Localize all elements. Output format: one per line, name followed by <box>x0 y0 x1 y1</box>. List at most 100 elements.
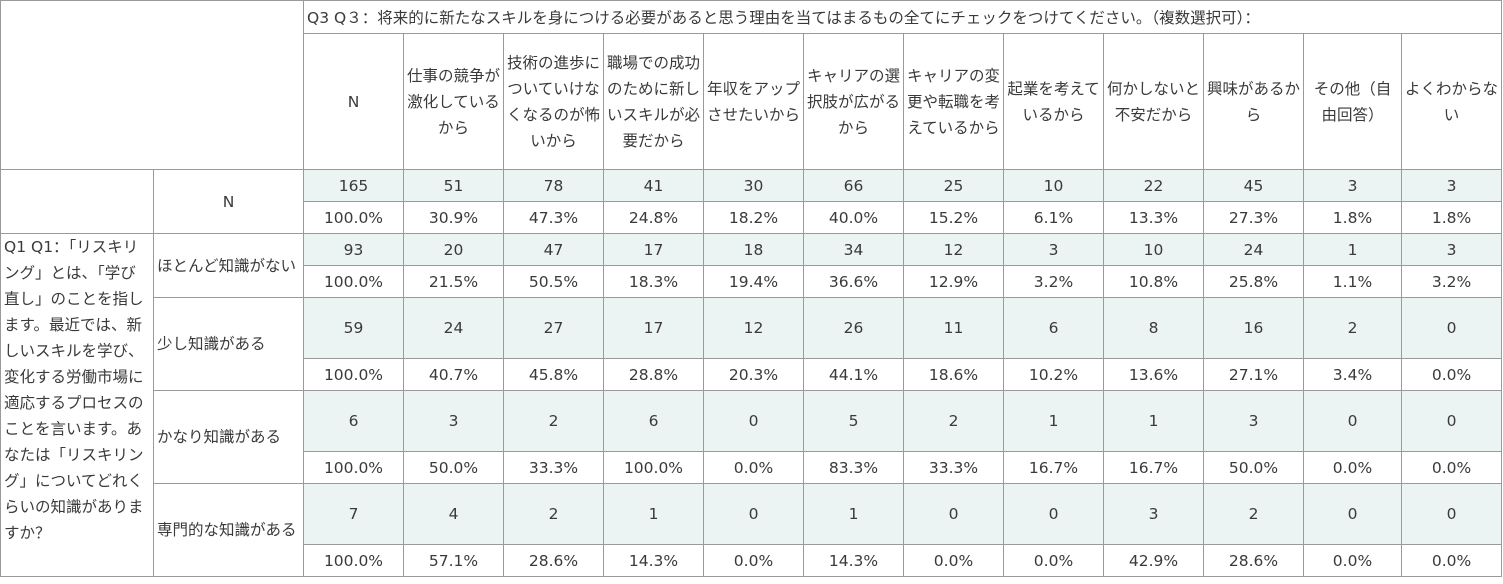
count-row: 少し知識がある 59 24 27 17 12 26 11 6 8 16 2 0 <box>1 297 1503 391</box>
count-cell: 2 <box>903 390 1004 452</box>
count-cell: 0 <box>1003 483 1104 545</box>
column-header: 仕事の競争が激化しているから <box>403 33 504 170</box>
count-cell: 1 <box>1103 390 1204 452</box>
count-cell: 0 <box>1303 483 1402 545</box>
row-label: かなり知識がある <box>153 390 304 484</box>
count-cell: 1 <box>803 483 904 545</box>
count-cell: 1 <box>1303 233 1402 266</box>
percent-cell: 0.0% <box>1400 451 1503 484</box>
count-cell: 22 <box>1103 169 1204 202</box>
question-header-row: Q3 Q３：将来的に新たなスキルを身につける必要があると思う理由を当てはまるもの… <box>0 0 1503 170</box>
percent-cell: 16.7% <box>1103 451 1204 484</box>
percent-row: 100.0% 57.1% 28.6% 14.3% 0.0% 14.3% 0.0%… <box>1 544 1503 577</box>
count-cell: 24 <box>403 297 504 359</box>
count-cell: 27 <box>503 297 604 359</box>
percent-cell: 18.6% <box>903 358 1004 391</box>
column-header: よくわからない <box>1400 33 1503 170</box>
count-cell: 12 <box>903 233 1004 266</box>
count-cell: 41 <box>603 169 704 202</box>
percent-cell: 14.3% <box>603 544 704 577</box>
percent-cell: 0.0% <box>1303 451 1402 484</box>
count-cell: 2 <box>503 483 604 545</box>
count-cell: 0 <box>1303 390 1402 452</box>
percent-cell: 3.4% <box>1303 358 1402 391</box>
total-count-row: N 165 51 78 41 30 66 25 10 22 45 3 3 <box>0 169 1503 234</box>
percent-cell: 19.4% <box>703 265 804 298</box>
percent-cell: 16.7% <box>1003 451 1104 484</box>
percent-cell: 18.2% <box>703 201 804 234</box>
q3-question-text: Q3 Q３：将来的に新たなスキルを身につける必要があると思う理由を当てはまるもの… <box>302 0 1503 34</box>
count-cell: 0 <box>1400 483 1503 545</box>
q1-question-text: Q1 Q1：「リスキリング」とは、「学び直し」のことを指します。最近では、新しい… <box>0 233 154 577</box>
percent-cell: 100.0% <box>303 265 404 298</box>
percent-row: 100.0% 40.7% 45.8% 28.8% 20.3% 44.1% 18.… <box>1 358 1503 391</box>
percent-cell: 40.0% <box>803 201 904 234</box>
count-cell: 16 <box>1203 297 1304 359</box>
percent-cell: 6.1% <box>1003 201 1104 234</box>
count-cell: 26 <box>803 297 904 359</box>
count-cell: 8 <box>1103 297 1204 359</box>
blank-cell <box>0 169 154 234</box>
count-cell: 0 <box>1400 390 1503 452</box>
percent-cell: 15.2% <box>903 201 1004 234</box>
percent-cell: 33.3% <box>503 451 604 484</box>
percent-cell: 47.3% <box>503 201 604 234</box>
column-header: N <box>303 33 404 170</box>
count-cell: 4 <box>403 483 504 545</box>
percent-cell: 1.8% <box>1303 201 1402 234</box>
count-row: 専門的な知識がある 7 4 2 1 0 1 0 0 3 2 0 0 <box>1 483 1503 577</box>
column-header: 何かしないと不安だから <box>1103 33 1204 170</box>
count-cell: 51 <box>403 169 504 202</box>
count-cell: 24 <box>1203 233 1304 266</box>
count-cell: 93 <box>303 233 404 266</box>
count-cell: 78 <box>503 169 604 202</box>
percent-cell: 18.3% <box>603 265 704 298</box>
percent-cell: 25.8% <box>1203 265 1304 298</box>
count-cell: 3 <box>1203 390 1304 452</box>
count-cell: 0 <box>903 483 1004 545</box>
percent-cell: 14.3% <box>803 544 904 577</box>
percent-cell: 1.1% <box>1303 265 1402 298</box>
count-cell: 34 <box>803 233 904 266</box>
percent-cell: 0.0% <box>1003 544 1104 577</box>
count-row: かなり知識がある 6 3 2 6 0 5 2 1 1 3 0 0 <box>1 390 1503 484</box>
column-header: その他（自由回答） <box>1303 33 1402 170</box>
count-cell: 66 <box>803 169 904 202</box>
count-cell: 17 <box>603 233 704 266</box>
percent-cell: 83.3% <box>803 451 904 484</box>
count-cell: 6 <box>303 390 404 452</box>
percent-cell: 0.0% <box>1303 544 1402 577</box>
count-cell: 47 <box>503 233 604 266</box>
percent-cell: 100.0% <box>303 201 404 234</box>
percent-cell: 30.9% <box>403 201 504 234</box>
count-cell: 3 <box>1003 233 1104 266</box>
column-header: 技術の進歩についていけなくなるのが怖いから <box>503 33 604 170</box>
count-cell: 3 <box>1303 169 1402 202</box>
count-cell: 30 <box>703 169 804 202</box>
percent-cell: 0.0% <box>703 544 804 577</box>
row-label: 少し知識がある <box>153 297 304 391</box>
count-cell: 3 <box>1103 483 1204 545</box>
percent-cell: 50.0% <box>1203 451 1304 484</box>
count-cell: 59 <box>303 297 404 359</box>
count-cell: 3 <box>1400 233 1503 266</box>
percent-cell: 0.0% <box>1400 544 1503 577</box>
percent-cell: 10.2% <box>1003 358 1104 391</box>
count-cell: 0 <box>1400 297 1503 359</box>
count-cell: 12 <box>703 297 804 359</box>
count-cell: 18 <box>703 233 804 266</box>
column-header: 年収をアップさせたいから <box>703 33 804 170</box>
row-label: ほとんど知識がない <box>153 233 304 298</box>
count-cell: 3 <box>403 390 504 452</box>
column-header: 興味があるから <box>1203 33 1304 170</box>
percent-cell: 50.5% <box>503 265 604 298</box>
percent-cell: 0.0% <box>703 451 804 484</box>
row-label: 専門的な知識がある <box>153 483 304 577</box>
percent-cell: 100.0% <box>603 451 704 484</box>
column-header: キャリアの変更や転職を考えているから <box>903 33 1004 170</box>
count-cell: 10 <box>1003 169 1104 202</box>
percent-cell: 10.8% <box>1103 265 1204 298</box>
percent-cell: 24.8% <box>603 201 704 234</box>
percent-cell: 20.3% <box>703 358 804 391</box>
